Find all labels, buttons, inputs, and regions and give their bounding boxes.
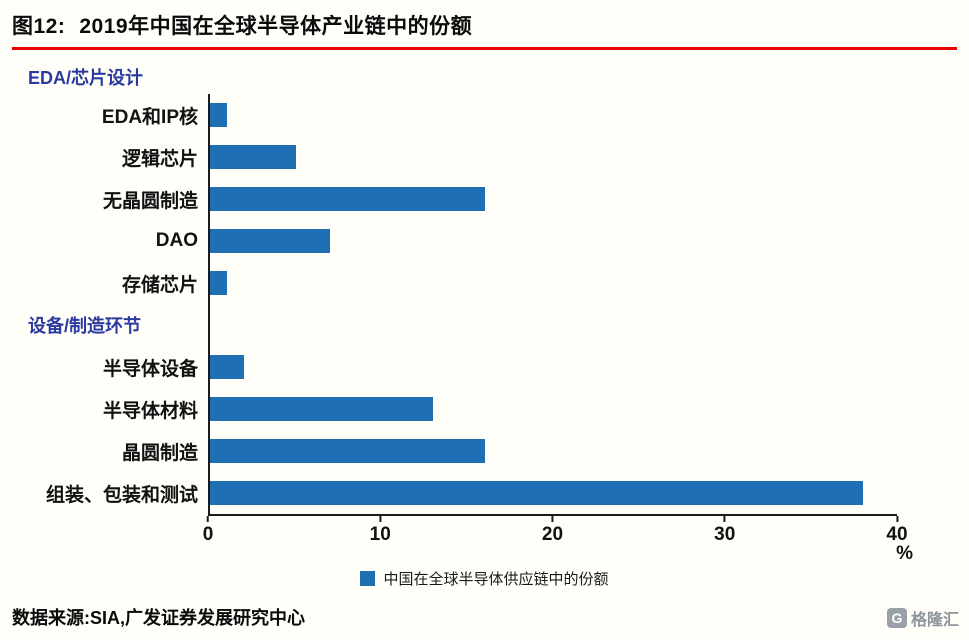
bar-row [210, 220, 897, 262]
tick-label: 0 [202, 524, 214, 545]
bar-logic-chip [210, 145, 296, 169]
gelonghui-logo-text: 格隆汇 [910, 612, 959, 629]
tick-mark [379, 516, 382, 522]
category-label: 半导体材料 [102, 400, 198, 422]
bar-chart: EDA和IP核 逻辑芯片 无晶圆制造 DAO 存储芯片 设备/制造环节 半导体设… [0, 94, 897, 516]
bar-row [210, 178, 897, 220]
chart-legend: 中国在全球半导体供应链中的份额 [0, 568, 969, 589]
category-label: EDA和IP核 [101, 106, 198, 128]
bar-row [210, 388, 897, 430]
category-label: 晶圆制造 [121, 442, 198, 464]
tick-label: 30 [714, 524, 736, 545]
data-source-note: 数据来源:SIA,广发证券发展研究中心 [12, 608, 305, 628]
section-heading-equipment: 设备/制造环节 [28, 316, 142, 336]
gelonghui-watermark: G 格隆汇 [886, 606, 959, 630]
bar-row [210, 262, 897, 304]
bar-row-empty [210, 304, 897, 346]
category-label: 逻辑芯片 [121, 148, 198, 170]
gelonghui-logo-icon: G [886, 608, 907, 628]
bar-row [210, 136, 897, 178]
bar-row [210, 346, 897, 388]
x-tick: 0 [202, 516, 214, 546]
legend-swatch [360, 571, 376, 586]
tick-mark [723, 516, 726, 522]
bar-row [210, 472, 897, 514]
x-tick: 40 [886, 516, 908, 546]
x-tick: 20 [542, 516, 563, 546]
category-label: 存储芯片 [121, 274, 198, 296]
category-labels: EDA和IP核 逻辑芯片 无晶圆制造 DAO 存储芯片 设备/制造环节 半导体设… [0, 94, 208, 516]
tick-label: 10 [369, 524, 391, 545]
figure-title: 图12: 2019年中国在全球半导体产业链中的份额 [12, 10, 957, 40]
bar-semi-materials [210, 397, 434, 421]
figure-number: 图12: [12, 15, 66, 38]
category-label: 无晶圆制造 [102, 190, 198, 212]
x-tick: 10 [370, 516, 391, 546]
bar-semi-equipment [210, 355, 245, 379]
bar-dao [210, 229, 331, 253]
category-label: 组装、包装和测试 [45, 484, 198, 506]
bar-eda-ip [210, 103, 228, 127]
bar-memory-chip [210, 271, 228, 295]
bar-assembly-test [210, 481, 863, 505]
figure-header: 图12: 2019年中国在全球半导体产业链中的份额 [0, 0, 969, 50]
category-label: 半导体设备 [102, 358, 198, 380]
title-underline [12, 47, 957, 50]
figure-title-text: 2019年中国在全球半导体产业链中的份额 [79, 15, 473, 38]
tick-label: 40 [886, 524, 908, 545]
x-axis: 0 10 20 30 40 % [203, 516, 913, 564]
bar-row [210, 430, 897, 472]
bar-fabless [210, 187, 485, 211]
section-heading-eda: EDA/芯片设计 [28, 68, 144, 88]
axis-unit-label: % [896, 543, 913, 564]
legend-label: 中国在全球半导体供应链中的份额 [383, 571, 609, 588]
bar-row [210, 94, 897, 136]
tick-mark [551, 516, 554, 522]
tick-mark [206, 516, 209, 522]
plot-area [208, 94, 897, 516]
tick-label: 20 [541, 524, 564, 545]
category-label: DAO [155, 230, 198, 251]
bar-wafer-fab [210, 439, 485, 463]
x-tick: 30 [714, 516, 735, 546]
tick-mark [895, 516, 898, 522]
